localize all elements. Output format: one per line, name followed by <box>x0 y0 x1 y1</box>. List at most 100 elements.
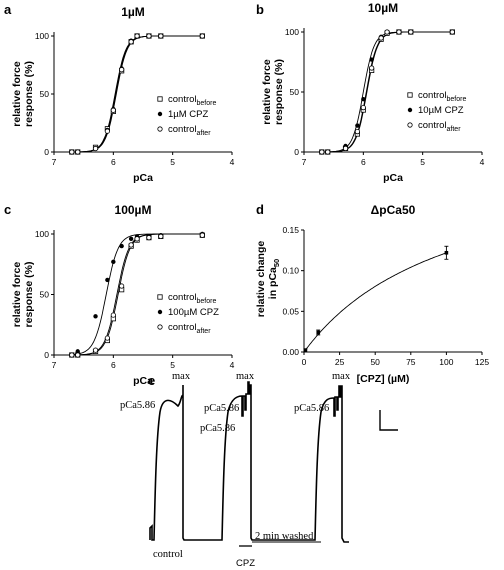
legend-entry: 100µM CPZ <box>168 307 219 318</box>
legend-entry-name: 100µM CPZ <box>168 307 219 318</box>
chart-title: 10µM <box>368 1 398 15</box>
data-point-filled <box>111 259 116 265</box>
label-control: control <box>153 549 183 560</box>
x-tick-label: 7 <box>302 157 307 167</box>
data-point-open <box>396 29 402 35</box>
legend-entry: 10µM CPZ <box>418 105 464 116</box>
data-point-open <box>157 126 163 132</box>
data-point-open <box>134 236 140 242</box>
y-tick-label: 100 <box>285 27 299 37</box>
y-tick-label: 0.15 <box>282 225 299 235</box>
data-point-open <box>325 149 331 155</box>
data-point-square <box>407 92 413 98</box>
data-point-open <box>360 105 366 111</box>
legend-entry-name: control <box>168 322 197 333</box>
x-tick-label: 5 <box>170 157 175 167</box>
label-max-1: max <box>172 371 191 382</box>
data-point-open <box>128 39 134 45</box>
x-tick-label: 125 <box>475 357 489 367</box>
data-point-filled <box>157 309 163 315</box>
data-point-open <box>75 149 81 155</box>
data-point-open <box>92 145 99 152</box>
data-point <box>303 348 308 353</box>
x-axis-label: pCa <box>133 375 153 387</box>
data-point-square <box>157 294 163 300</box>
panel-c-chart: 100µM 0 50 100 7 6 5 4 pCa relative force response… <box>11 203 235 387</box>
y-tick-label: 100 <box>35 31 49 41</box>
legend-entry: controlbefore <box>168 94 216 107</box>
panel-e-traces: max max max pCa5.86 pCa5.86 pCa5.86 pCa5… <box>120 371 398 569</box>
fit-curve <box>303 252 447 353</box>
y-axis-label: relative force <box>11 61 23 127</box>
data-point-open <box>110 312 116 318</box>
x-axis-label: pCa <box>133 172 153 184</box>
legend-entry: controlbefore <box>168 292 216 305</box>
data-point-filled <box>369 57 374 62</box>
data-point-open <box>342 145 349 151</box>
y-tick-label: 0 <box>294 147 299 157</box>
x-tick-label: 0 <box>302 357 307 367</box>
x-tick-label: 6 <box>111 157 116 167</box>
panel-a-chart: 1µM 0 50 100 7 6 5 4 pCa relative force response (… <box>11 5 235 184</box>
x-axis-label: pCa <box>383 172 403 184</box>
data-point-open <box>146 33 152 39</box>
y-axis-label: response (%) <box>23 61 35 127</box>
y-tick-label: 50 <box>40 89 50 99</box>
legend-entry-sub: after <box>197 130 212 137</box>
y-axis-label: in pCa50 <box>267 259 281 299</box>
data-point-open <box>407 122 413 128</box>
y-tick-label: 0.00 <box>282 347 299 357</box>
legend-entry: 1µM CPZ <box>168 109 209 120</box>
data-point-open <box>354 129 360 135</box>
y-tick-label: 0.05 <box>282 306 299 316</box>
x-tick-label: 100 <box>439 357 453 367</box>
label-max-3: max <box>332 371 351 382</box>
data-point-open <box>158 33 164 39</box>
data-point-open <box>69 149 75 155</box>
y-axis-label: relative force <box>11 262 23 328</box>
data-point-open <box>69 352 75 358</box>
x-tick-label: 6 <box>361 157 366 167</box>
data-point-open <box>199 232 205 238</box>
data-point-open <box>369 65 375 71</box>
chart-title: 1µM <box>121 5 145 19</box>
data-point-open <box>384 29 390 35</box>
data-point-square <box>157 96 163 102</box>
y-axis-label-main: in pCa <box>267 267 279 299</box>
y-axis-label-sub: 50 <box>272 259 281 267</box>
data-point-open <box>92 347 99 353</box>
data-point-open <box>119 283 125 289</box>
panel-letter-c: c <box>4 202 11 217</box>
data-point-open <box>128 242 134 248</box>
data-point-filled <box>119 243 124 249</box>
data-point-filled <box>105 277 110 283</box>
data-point-filled <box>361 97 366 102</box>
legend-entry-name: control <box>418 90 447 101</box>
data-point-filled <box>355 123 360 128</box>
chart-title: ΔpCa50 <box>371 203 416 217</box>
x-tick-label: 5 <box>420 157 425 167</box>
data-point-open <box>199 33 205 39</box>
data-point <box>316 330 321 335</box>
x-tick-label: 4 <box>230 360 235 370</box>
force-trace <box>149 381 349 543</box>
data-point-open <box>110 107 116 113</box>
data-point-filled <box>157 111 163 117</box>
legend-entry: controlbefore <box>418 90 466 103</box>
x-axis-label: [CPZ] (µM) <box>357 373 410 385</box>
data-point-open <box>134 33 140 39</box>
legend-entry: controlafter <box>168 322 211 335</box>
panel-letter-d: d <box>256 202 264 217</box>
legend-entry: controlafter <box>418 120 461 133</box>
label-cpz: CPZ <box>236 558 255 569</box>
x-tick-label: 75 <box>406 357 416 367</box>
legend-entry-name: control <box>418 120 447 131</box>
label-pca-3: pCa5.86 <box>294 403 329 414</box>
data-point-filled <box>75 349 80 354</box>
data-point-open <box>157 324 163 330</box>
data-point-open <box>408 29 414 35</box>
y-tick-label: 0 <box>44 350 49 360</box>
legend-entry-name: 10µM CPZ <box>418 105 464 116</box>
legend-entry-sub: before <box>447 96 467 103</box>
data-point-open <box>319 149 325 155</box>
